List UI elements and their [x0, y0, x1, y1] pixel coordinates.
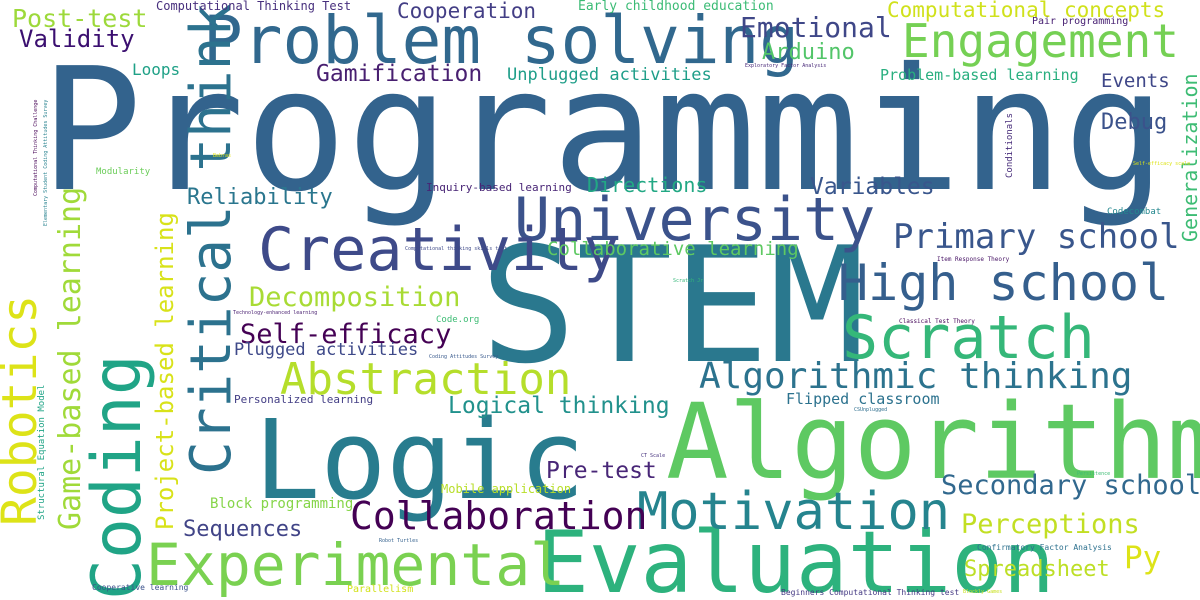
- word-structural-equation-model: Structural Equation Model: [37, 384, 47, 520]
- word-blockly-games: Blockly Games: [963, 589, 1003, 595]
- word-classical-test-theory: Classical Test Theory: [899, 318, 975, 325]
- word-self-efficacy-scale: Self-efficacy scale: [1133, 161, 1191, 167]
- word-coding: Creativity: [258, 215, 620, 285]
- word-perceptions: Perceptions: [961, 509, 1140, 540]
- word-item-response-theory: Item Response Theory: [937, 256, 1010, 263]
- word-stem: STEM: [480, 212, 866, 399]
- word-post-test: Post-test: [12, 4, 148, 33]
- word-computational-thinking-skills-test: Computational thinking skills test: [405, 246, 508, 252]
- word-cooperative-learning: Cooperative learning: [92, 583, 189, 592]
- word-parallelism: Parallelism: [347, 584, 414, 595]
- word-persistence: Persistence: [1077, 471, 1111, 477]
- word-algorithmic-thinking: Algorithmic thinking: [699, 356, 1133, 397]
- word-collaboration: Collaboration: [350, 494, 648, 538]
- word-reliability: Reliability: [187, 185, 333, 210]
- word-code-org: Code.org: [436, 315, 480, 325]
- word-cooperation: Cooperation: [397, 0, 537, 23]
- word-conditionals: Conditionals: [1005, 112, 1015, 178]
- word-codecombat: Codecombat: [1107, 207, 1162, 217]
- word-collaborative-learning: Collaborative learning: [547, 238, 799, 260]
- word-technology-enhanced-learning: Technology-enhanced learning: [233, 310, 318, 316]
- word-motivation: Motivation: [637, 482, 951, 542]
- word-computational-concepts: Computational concepts: [887, 0, 1166, 22]
- word-csunplugged: CSUnplugged: [854, 407, 888, 413]
- word-block-programming: Block programming: [210, 496, 354, 512]
- word-university: University: [514, 185, 876, 255]
- word-generalization: Generalization: [1178, 73, 1200, 242]
- word-robot-turtles: Robot Turtles: [379, 538, 419, 544]
- word-unplugged-activities: Unplugged activities: [507, 65, 712, 85]
- word-secondary-school: Secondary school: [941, 470, 1200, 501]
- word-ct-scale: CT Scale: [641, 453, 666, 459]
- word-py: Py: [1124, 540, 1162, 576]
- word-spreadsheet: Spreadsheet: [964, 557, 1110, 582]
- word-problem-solving: Problem solving: [203, 2, 800, 79]
- word-pre-test: Pre-test: [546, 458, 657, 484]
- word-plugged-activities: Plugged activities: [234, 340, 419, 360]
- word-debug: Debug: [1101, 110, 1168, 135]
- word-modularity: Modularity: [96, 167, 151, 177]
- word-confirmatory-factor-analysis: Confirmatory Factor Analysis: [977, 543, 1112, 552]
- word-game-based-learning: Game-based learning: [53, 186, 88, 530]
- word-pair-programming: Pair programming: [1032, 16, 1129, 27]
- word-robotics: Critical thinking: [179, 0, 244, 475]
- word-creativity: Coding: [78, 354, 157, 600]
- word-gamification: Gamification: [316, 61, 483, 87]
- word-algorithm: Algorithm: [666, 381, 1200, 503]
- word-high-school: High school: [838, 254, 1170, 312]
- word-bebras: Bebras: [213, 153, 232, 159]
- word-experimental: Experimental: [146, 531, 566, 599]
- word-self-efficacy: Self-efficacy: [240, 319, 452, 350]
- word-decomposition: Decomposition: [249, 282, 461, 313]
- word-scratch-jr: Scratch Jr: [673, 278, 704, 284]
- word-exploratory-factor-analysis: Exploratory Factor Analysis: [745, 63, 827, 69]
- word-mobile-application: Mobile application: [441, 482, 572, 496]
- word-primary-school: Primary school: [893, 217, 1180, 257]
- word-personalized-learning: Personalized learning: [234, 393, 374, 406]
- word-project-based-learning: Project-based learning: [151, 212, 179, 530]
- word-events: Events: [1101, 70, 1170, 92]
- word-problem-based-learning: Problem-based learning: [880, 66, 1079, 84]
- word-elementary-student-coding-attitudes-survey: Elementary Student Coding Attitudes Surv…: [43, 99, 49, 226]
- word-early-childhood-education: Early childhood education: [578, 0, 774, 14]
- word-computational-thinking-test: Computational Thinking Test: [156, 0, 352, 13]
- word-validity: Validity: [19, 25, 135, 53]
- word-abstraction: Abstraction: [280, 354, 572, 405]
- word-beginners-computational-thinking-test: Beginners Computational Thinking test: [781, 588, 960, 597]
- word-coding-attitudes-survey: Coding Attitudes Survey: [429, 354, 499, 360]
- word-engagement: Engagement: [902, 14, 1179, 68]
- word-directions: Directions: [587, 173, 708, 197]
- word-scratch: Scratch: [842, 303, 1095, 373]
- word-inquiry-based-learning: Inquiry-based learning: [426, 181, 572, 194]
- word-variables: Variables: [810, 174, 935, 200]
- word-emotional: Emotional: [740, 11, 892, 44]
- word-programming: Programming: [40, 32, 1166, 230]
- word-evaluation: Evaluation: [537, 513, 1055, 600]
- word-loops: Loops: [132, 60, 181, 79]
- word-flipped-classroom: Flipped classroom: [786, 390, 940, 408]
- word-arduino: Arduino: [762, 40, 855, 65]
- word-computational-thinking-challenge: Computational Thinking Challenge: [33, 99, 39, 196]
- word-logic: Logic: [254, 396, 586, 524]
- word-logical-thinking: Logical thinking: [448, 393, 670, 419]
- word-sequences: Sequences: [183, 517, 303, 542]
